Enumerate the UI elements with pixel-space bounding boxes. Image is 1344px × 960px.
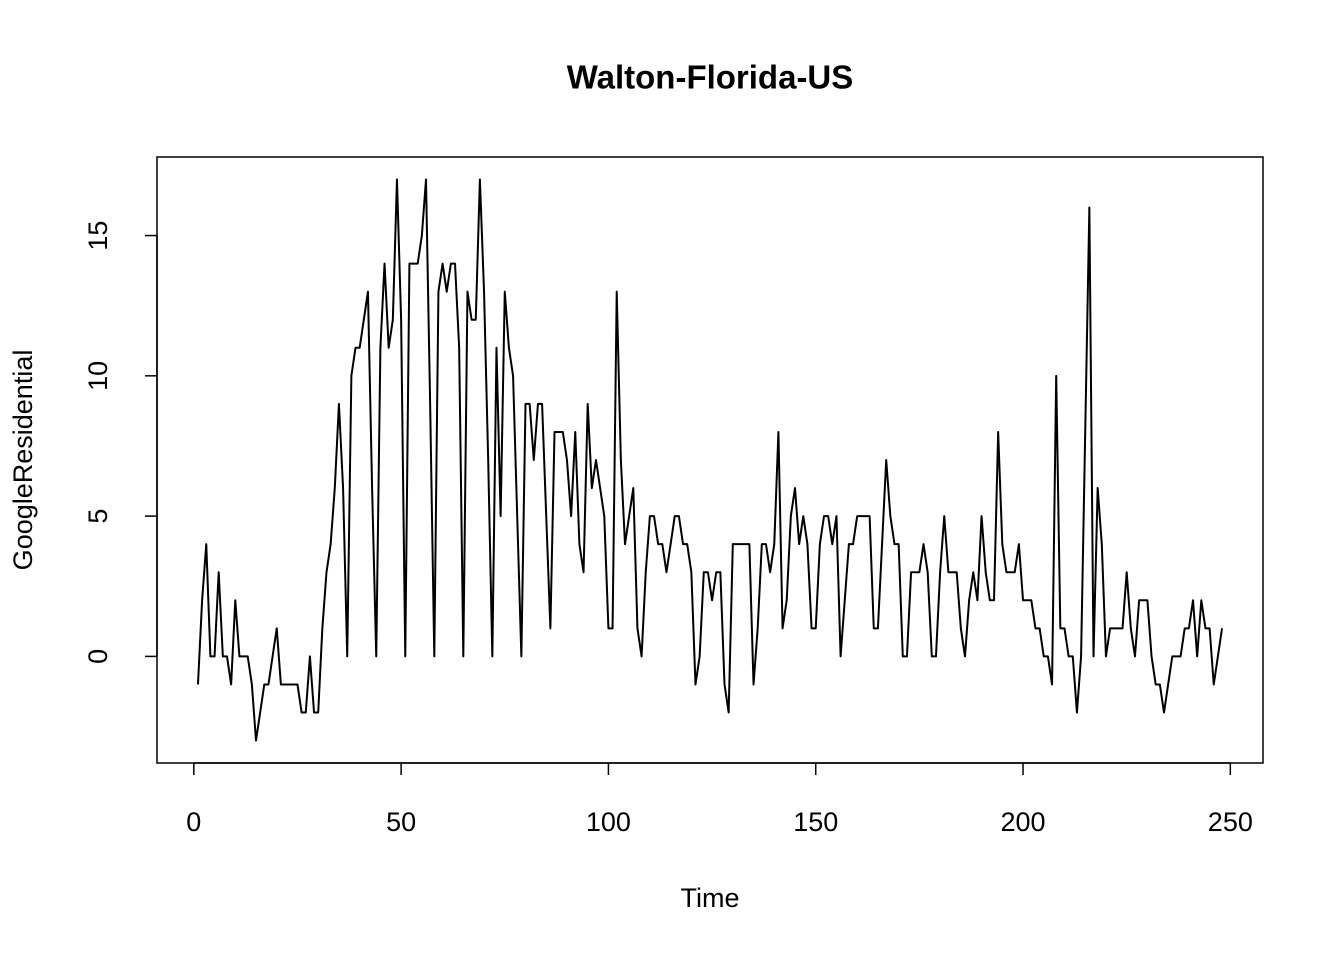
y-tick-label: 0 — [83, 649, 113, 664]
x-tick-label: 150 — [793, 807, 838, 837]
x-tick-label: 50 — [386, 807, 416, 837]
x-tick-label: 200 — [1000, 807, 1045, 837]
chart-title: Walton-Florida-US — [567, 59, 854, 96]
y-tick-label: 5 — [83, 509, 113, 524]
data-line — [196, 178, 1224, 742]
x-tick-label: 100 — [586, 807, 631, 837]
x-tick-label: 0 — [186, 807, 201, 837]
plot-frame — [156, 156, 1264, 764]
y-axis-label: GoogleResidential — [8, 350, 38, 571]
y-tick-label: 15 — [83, 221, 113, 251]
x-axis-label: Time — [681, 883, 740, 913]
x-tick-label: 250 — [1208, 807, 1253, 837]
y-tick-label: 10 — [83, 361, 113, 391]
